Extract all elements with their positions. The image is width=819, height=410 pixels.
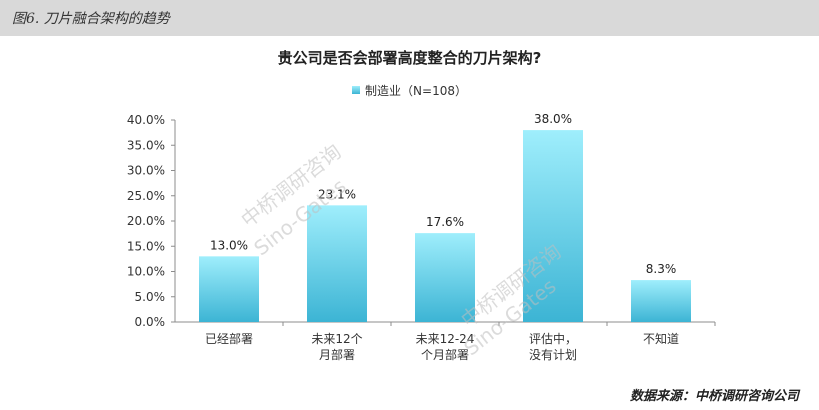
axes: 0.0% 5.0% 10.0% 15.0% 20.0% 25.0% 30.0% 35.0% 40… — [127, 113, 716, 329]
figure-caption: 图6. 刀片融合架构的趋势 — [12, 11, 170, 27]
bar — [523, 130, 583, 322]
data-label: 8.3% — [646, 262, 677, 276]
y-tick-label: 10.0% — [127, 265, 165, 279]
x-tick-label: 个月部署 — [421, 347, 469, 362]
bar — [307, 205, 367, 322]
y-tick-label: 15.0% — [127, 239, 165, 253]
y-tick-label: 25.0% — [127, 189, 165, 203]
x-tick-label: 未来12-24 — [416, 332, 475, 346]
x-tick-label: 评估中， — [529, 331, 577, 346]
bar — [415, 233, 475, 322]
y-tick-label: 30.0% — [127, 164, 165, 178]
header-bar: 图6. 刀片融合架构的趋势 — [0, 0, 819, 36]
y-tick-label: 20.0% — [127, 214, 165, 228]
y-tick-label: 35.0% — [127, 138, 165, 152]
bar — [631, 280, 691, 322]
y-tick-label: 0.0% — [135, 315, 166, 329]
data-label: 23.1% — [318, 187, 356, 201]
bars — [199, 130, 691, 322]
bar — [199, 256, 259, 322]
data-label: 38.0% — [534, 112, 572, 126]
legend-label: 制造业（N=108） — [365, 84, 467, 98]
x-tick-label: 不知道 — [643, 332, 679, 346]
x-tick-label: 未来12个 — [311, 332, 362, 346]
x-tick-label: 已经部署 — [205, 331, 253, 346]
data-source: 数据来源：中桥调研咨询公司 — [629, 389, 799, 404]
chart-title: 贵公司是否会部署高度整合的刀片架构? — [277, 49, 542, 67]
data-label: 13.0% — [210, 238, 248, 252]
x-tick-label: 月部署 — [319, 347, 355, 362]
data-label: 17.6% — [426, 215, 464, 229]
x-tick-label: 没有计划 — [529, 347, 577, 362]
legend-swatch — [352, 86, 361, 94]
legend: 制造业（N=108） — [0, 82, 819, 99]
y-tick-label: 40.0% — [127, 113, 165, 127]
y-tick-label: 5.0% — [135, 290, 166, 304]
